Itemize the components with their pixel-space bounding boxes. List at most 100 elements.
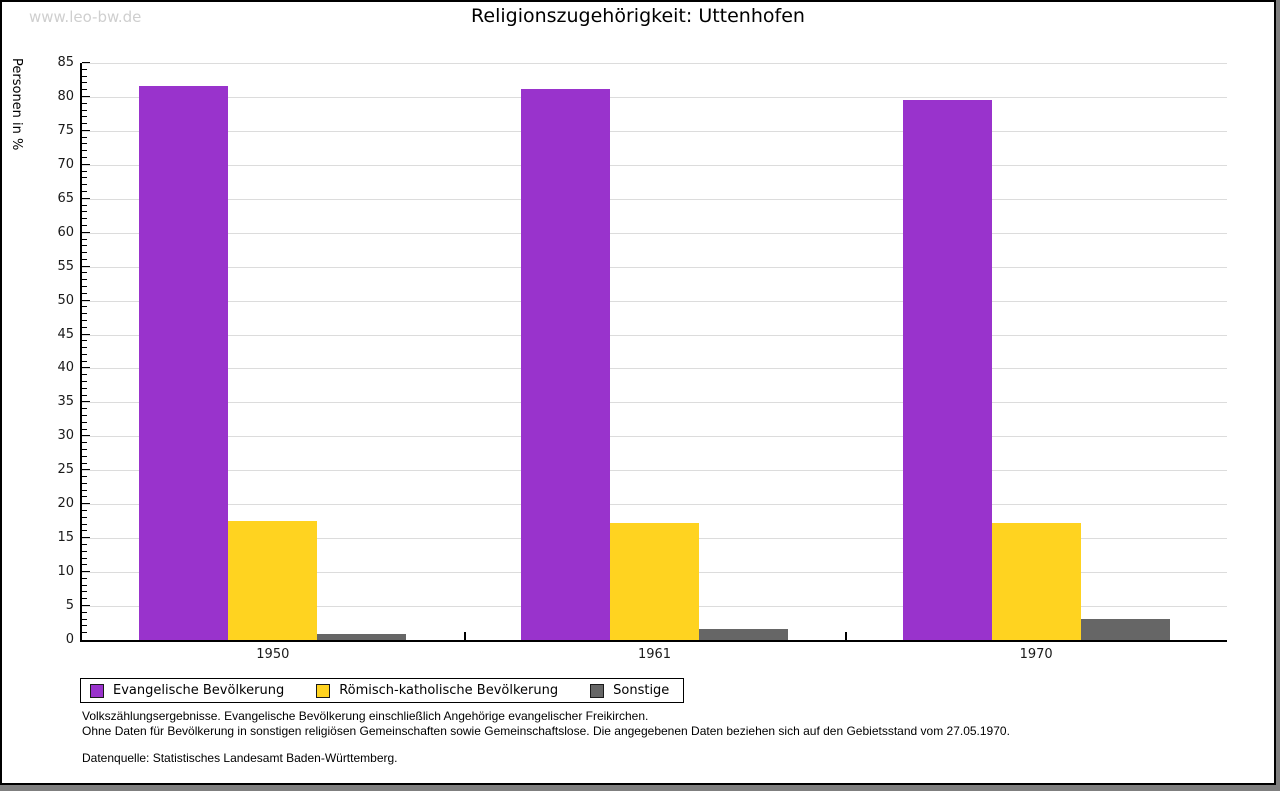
y-major-tick xyxy=(82,571,90,573)
y-major-tick xyxy=(82,469,90,471)
y-minor-tick xyxy=(82,415,87,416)
legend-item-2: Sonstige xyxy=(590,683,669,698)
bar-1961-series-1 xyxy=(610,523,699,640)
y-minor-tick xyxy=(82,190,87,192)
y-major-tick xyxy=(82,401,90,403)
y-major-tick xyxy=(82,503,90,505)
y-minor-tick xyxy=(82,326,87,328)
y-minor-tick xyxy=(82,550,87,552)
y-tick-label: 0 xyxy=(65,632,74,647)
y-minor-tick xyxy=(82,157,87,159)
bar-1970-series-1 xyxy=(991,523,1081,640)
y-minor-tick xyxy=(82,109,87,111)
y-minor-tick xyxy=(82,347,87,349)
footnotes: Volkszählungsergebnisse. Evangelische Be… xyxy=(82,709,1214,766)
y-tick-label: 85 xyxy=(57,55,74,70)
y-minor-tick xyxy=(82,408,87,410)
y-minor-tick xyxy=(82,279,87,281)
y-major-tick xyxy=(82,537,90,539)
gridline xyxy=(82,368,1227,370)
y-minor-tick xyxy=(82,313,87,315)
y-major-tick xyxy=(82,129,90,131)
y-major-tick xyxy=(82,605,90,607)
gridline xyxy=(82,130,1227,132)
y-tick-label: 25 xyxy=(57,462,74,478)
y-minor-tick xyxy=(82,496,87,498)
y-minor-tick xyxy=(82,530,87,532)
y-tick-label: 15 xyxy=(57,530,74,546)
legend-item-1: Römisch-katholische Bevölkerung xyxy=(316,683,558,698)
legend-item-0: Evangelische Bevölkerung xyxy=(90,683,284,698)
y-minor-tick xyxy=(82,306,87,308)
legend-swatch-1 xyxy=(316,683,331,698)
bar-1961-series-2 xyxy=(699,629,788,640)
y-minor-tick xyxy=(82,68,87,70)
y-tick-label: 10 xyxy=(57,564,74,580)
y-minor-tick xyxy=(82,143,87,145)
y-tick-label: 55 xyxy=(57,258,74,274)
y-minor-tick xyxy=(82,577,87,579)
y-tick-label: 40 xyxy=(57,360,74,376)
y-minor-tick xyxy=(82,543,87,545)
footnote-source: Datenquelle: Statistisches Landesamt Bad… xyxy=(82,751,398,765)
legend: Evangelische Bevölkerung Römisch-katholis… xyxy=(80,678,685,703)
y-minor-tick xyxy=(82,462,87,464)
bar-1961-series-0 xyxy=(521,89,610,640)
y-major-tick xyxy=(82,163,90,165)
y-minor-tick xyxy=(82,421,87,423)
y-minor-tick xyxy=(82,381,87,383)
gridline xyxy=(82,470,1227,472)
bar-1970-series-0 xyxy=(902,100,992,640)
y-minor-tick xyxy=(82,123,87,125)
y-minor-tick xyxy=(82,258,87,260)
gridline xyxy=(82,232,1227,234)
y-minor-tick xyxy=(82,360,87,362)
y-minor-tick xyxy=(82,482,87,484)
gridline xyxy=(82,164,1227,166)
legend-label-1: Römisch-katholische Bevölkerung xyxy=(339,683,559,698)
footnote-line-2: Ohne Daten für Bevölkerung in sonstigen … xyxy=(82,724,1010,738)
y-major-tick xyxy=(82,367,90,369)
y-minor-tick xyxy=(82,516,87,518)
footnote-line-1: Volkszählungsergebnisse. Evangelische Be… xyxy=(82,709,649,723)
y-major-tick xyxy=(82,95,90,97)
gridline xyxy=(82,402,1227,404)
plot-area: 0 5 10 15 20 25 30 35 40 45 50 55 60 65 70 75 80 85 1950 19… xyxy=(57,55,1227,662)
y-tick-label: 70 xyxy=(57,156,74,172)
y-tick-label: 20 xyxy=(57,496,74,512)
y-tick-label: 75 xyxy=(57,122,74,138)
y-major-tick xyxy=(82,62,90,63)
gridline xyxy=(82,436,1227,438)
y-minor-tick xyxy=(82,177,87,179)
gridline xyxy=(82,504,1227,506)
y-minor-tick xyxy=(82,632,87,634)
y-minor-tick xyxy=(82,564,87,566)
y-tick-label: 5 xyxy=(65,598,74,614)
y-minor-tick xyxy=(82,611,87,613)
bar-1950-series-0 xyxy=(139,86,229,640)
y-minor-tick xyxy=(82,136,87,138)
y-major-tick xyxy=(82,265,90,267)
x-boundary-tick xyxy=(845,632,848,640)
y-tick-label: 80 xyxy=(57,88,74,104)
y-minor-tick xyxy=(82,618,87,620)
gridline xyxy=(82,300,1227,302)
chart-title: Religionszugehörigkeit: Uttenhofen xyxy=(471,5,805,27)
y-tick-label: 50 xyxy=(57,292,74,308)
legend-label-0: Evangelische Bevölkerung xyxy=(113,683,285,698)
gridline xyxy=(82,198,1227,200)
y-minor-tick xyxy=(82,211,87,213)
bar-1970-series-2 xyxy=(1080,619,1170,640)
y-minor-tick xyxy=(82,75,87,77)
y-major-tick xyxy=(82,435,90,437)
gridline xyxy=(82,334,1227,336)
y-minor-tick xyxy=(82,510,87,512)
x-tick-label: 1970 xyxy=(1019,647,1053,662)
y-minor-tick xyxy=(82,387,87,389)
y-minor-tick xyxy=(82,170,87,172)
y-tick-label: 30 xyxy=(57,428,74,444)
bar-1950-series-2 xyxy=(317,634,407,640)
y-minor-tick xyxy=(82,150,87,152)
